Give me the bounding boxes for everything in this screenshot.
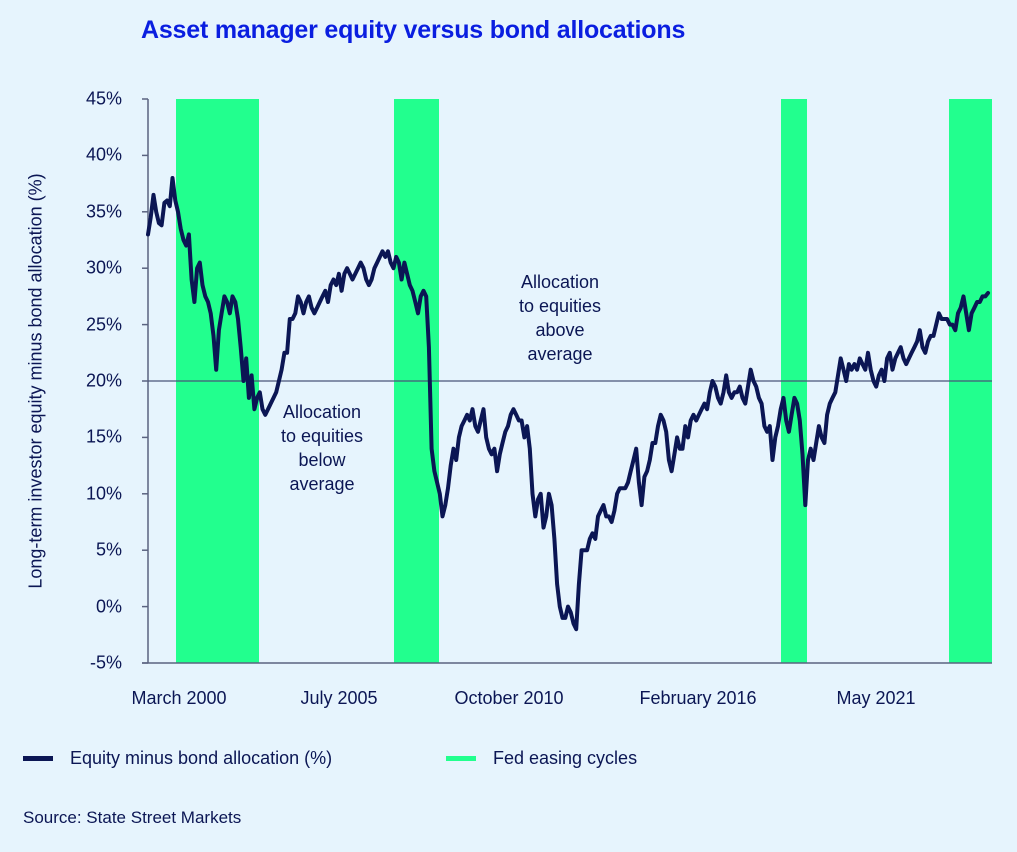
y-tick-label: 25% <box>85 314 122 335</box>
y-tick-label: 0% <box>95 596 122 617</box>
line-swatch-icon <box>23 756 53 761</box>
legend-item-series: Equity minus bond allocation (%) <box>23 748 332 769</box>
equity-minus-bond-line <box>146 176 990 632</box>
y-tick-label: 45% <box>85 88 122 109</box>
x-tick-label: March 2000 <box>131 688 227 708</box>
annotation-line: average <box>527 344 593 364</box>
x-tick-label: May 2021 <box>836 688 916 708</box>
annotation-line: to equities <box>518 296 602 316</box>
x-tick-label: July 2005 <box>300 688 378 708</box>
chart-title: Asset manager equity versus bond allocat… <box>141 16 686 44</box>
legend-label: Fed easing cycles <box>493 748 638 768</box>
annotation-line: Allocation <box>282 402 362 422</box>
y-tick-label: 30% <box>85 257 122 278</box>
x-tick-label: February 2016 <box>639 688 757 708</box>
annotation-line: above <box>535 320 585 340</box>
y-tick-label: 20% <box>85 370 122 391</box>
legend-label: Equity minus bond allocation (%) <box>70 748 333 768</box>
annotation-above-average: Allocation to equities above average <box>519 270 601 366</box>
y-tick-label: -5% <box>89 652 122 673</box>
y-tick-label: 15% <box>85 426 122 447</box>
band-swatch-icon <box>446 756 476 761</box>
y-tick-label: 5% <box>95 539 122 560</box>
x-tick-label: October 2010 <box>454 688 564 708</box>
y-tick-label: 35% <box>85 201 122 222</box>
annotation-line: average <box>289 474 355 494</box>
annotation-below-average: Allocation to equities below average <box>281 400 363 496</box>
annotation-line: below <box>298 450 346 470</box>
annotation-line: to equities <box>280 426 364 446</box>
legend-item-bands: Fed easing cycles <box>446 748 637 769</box>
source-note: Source: State Street Markets <box>23 808 242 827</box>
y-tick-label: 10% <box>85 483 122 504</box>
annotation-line: Allocation <box>520 272 600 292</box>
y-tick-label: 40% <box>85 144 122 165</box>
